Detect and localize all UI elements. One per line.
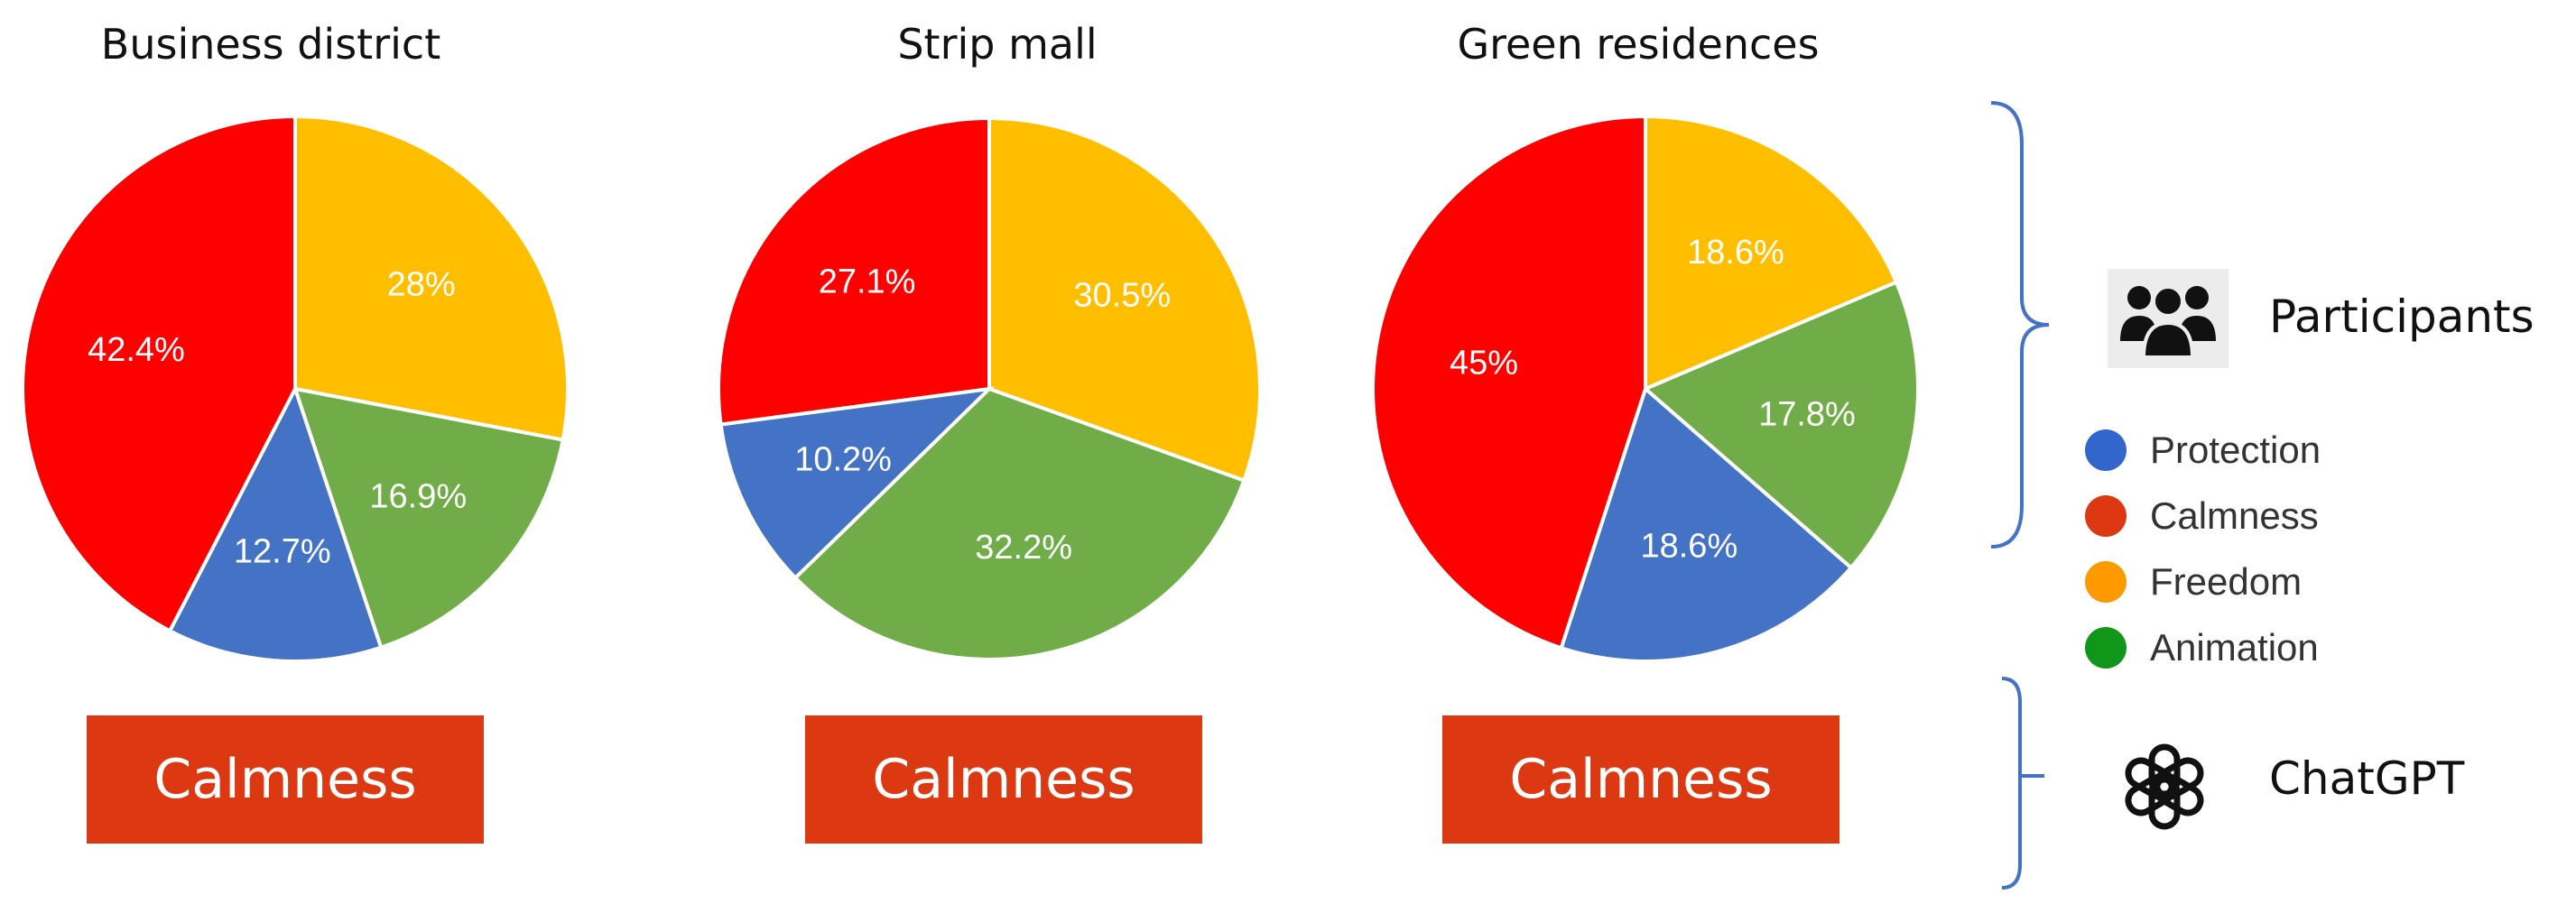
slice-label-protection: 12.7% xyxy=(234,533,331,571)
pie-chart-green-residences: 18.6% 17.8% 18.6% 45% xyxy=(1371,114,1920,663)
chart-title-business-district: Business district xyxy=(100,20,441,69)
pie-slice-protection xyxy=(1559,385,1854,663)
slice-label-freedom: 30.5% xyxy=(1073,276,1171,314)
slice-label-calmness: 45% xyxy=(1450,345,1518,383)
legend: Protection Calmness Freedom Animation xyxy=(2085,417,2321,680)
legend-label: Protection xyxy=(2150,428,2321,471)
legend-dot-animation xyxy=(2085,626,2127,669)
chatgpt-logo-icon xyxy=(2125,743,2204,830)
slice-label-freedom: 18.6% xyxy=(1687,234,1784,272)
chatgpt-answer-business-district: Calmness xyxy=(87,715,484,844)
pie-slice-freedom xyxy=(987,115,1262,484)
pie-slice-freedom xyxy=(1644,114,1899,392)
pie-slice-animation xyxy=(1642,280,1920,571)
slice-label-freedom: 28% xyxy=(387,265,456,303)
chatgpt-bracket xyxy=(2001,677,2044,890)
legend-dot-calmness xyxy=(2085,494,2127,537)
chatgpt-answer-green-residences: Calmness xyxy=(1442,715,1839,844)
pie-slice-calmness xyxy=(1371,114,1647,650)
chatgpt-label: ChatGPT xyxy=(2269,752,2465,805)
pie-slice-calmness xyxy=(21,114,297,633)
chatgpt-answer-strip-mall: Calmness xyxy=(805,715,1202,844)
chart-title-green-residences: Green residences xyxy=(1457,20,1820,69)
legend-dot-protection xyxy=(2085,429,2127,471)
pie-slice-animation xyxy=(792,386,1246,661)
slice-label-animation: 16.9% xyxy=(369,477,467,515)
slice-label-calmness: 27.1% xyxy=(819,263,916,300)
slice-label-protection: 10.2% xyxy=(794,441,892,479)
slice-label-protection: 18.6% xyxy=(1640,528,1737,566)
participants-bracket xyxy=(1990,101,2050,549)
chart-title-strip-mall: Strip mall xyxy=(897,20,1098,69)
participants-icon xyxy=(2108,269,2229,368)
legend-item-freedom: Freedom xyxy=(2085,549,2321,614)
pie-chart-business-district: 28% 16.9% 12.7% 42.4% xyxy=(21,114,570,663)
legend-label: Freedom xyxy=(2150,559,2303,603)
legend-label: Calmness xyxy=(2150,494,2319,537)
slice-label-calmness: 42.4% xyxy=(88,331,185,369)
pie-slice-animation xyxy=(292,386,565,650)
legend-label: Animation xyxy=(2150,625,2319,669)
legend-dot-freedom xyxy=(2085,560,2127,603)
slice-label-animation: 32.2% xyxy=(975,529,1072,567)
participants-label: Participants xyxy=(2269,291,2534,343)
legend-item-calmness: Calmness xyxy=(2085,483,2321,549)
pie-slice-protection xyxy=(167,383,384,663)
legend-item-animation: Animation xyxy=(2085,614,2321,680)
slice-label-animation: 17.8% xyxy=(1758,395,1856,433)
pie-slice-freedom xyxy=(293,114,570,442)
pie-slice-protection xyxy=(718,386,995,581)
pie-chart-strip-mall: 30.5% 32.2% 10.2% 27.1% xyxy=(717,115,1262,661)
pie-slice-calmness xyxy=(717,115,991,427)
legend-item-protection: Protection xyxy=(2085,417,2321,483)
